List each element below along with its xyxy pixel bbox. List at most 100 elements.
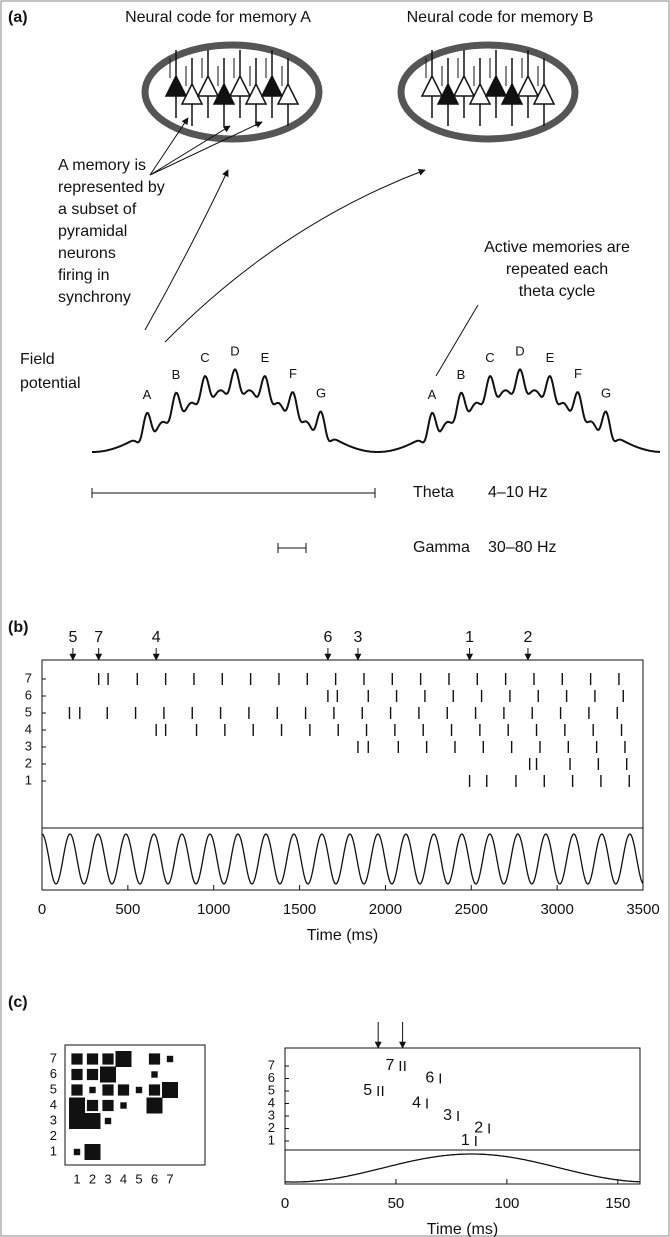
x-tick-label: 2 [89,1171,96,1186]
weight-square [162,1082,178,1098]
weight-square [84,1144,101,1160]
weight-square [102,1084,114,1096]
weight-square [104,1117,112,1125]
x-tick-label: 3 [104,1171,111,1186]
y-tick-label: 6 [25,687,32,702]
cue-label: 5 [68,629,77,646]
weight-square [73,1148,81,1156]
peak-label: G [601,386,611,401]
annotation: Active memories are [484,239,630,256]
spike-label: 2 [474,1120,483,1137]
y-tick-label: 1 [25,772,32,787]
x-tick-label: 100 [494,1195,519,1212]
x-tick-label: 3500 [626,901,659,918]
x-tick-label: 150 [605,1195,630,1212]
panel-label: (b) [8,619,28,636]
matrix-frame [64,1044,206,1166]
neuron [164,74,188,97]
neuron [500,82,524,105]
pointer [435,304,479,377]
x-tick-label: 7 [166,1171,173,1186]
x-tick-label: 2000 [369,901,402,918]
x-tick-label: 4 [120,1171,127,1186]
x-tick-label: 1000 [197,901,230,918]
y-tick-label: 6 [268,1070,275,1085]
neuron [452,74,476,97]
weight-square [102,1099,114,1112]
weight-square [148,1084,161,1096]
annotation: theta cycle [519,283,596,300]
y-tick-label: 7 [50,1050,57,1065]
field-label: Field [20,351,55,368]
panel-label: (c) [8,994,28,1011]
x-axis-label: Time (ms) [307,927,378,944]
y-tick-label: 3 [25,738,32,753]
theta-wave [284,1153,640,1183]
neuron [516,74,540,97]
x-tick-label: 0 [38,901,46,918]
x-tick-label: 3000 [540,901,573,918]
spike-label: 3 [443,1107,452,1124]
weight-square [120,1102,127,1109]
weight-square [86,1099,99,1112]
x-tick-label: 0 [281,1195,289,1212]
code-title: Neural code for memory B [407,9,594,26]
weight-square [102,1053,114,1065]
panel-label: (a) [8,9,28,26]
peak-label: E [261,350,270,365]
x-axis-label: Time (ms) [427,1221,498,1237]
annotation: represented by [58,179,165,196]
cue-label: 6 [323,629,332,646]
weight-square [71,1084,83,1096]
scale-name: Theta [413,484,454,501]
theta-wave [41,833,644,885]
y-tick-label: 3 [50,1112,57,1127]
pointer [149,117,189,176]
neuron [244,82,268,105]
plot-frame [41,659,644,891]
annotation: neurons [58,245,116,262]
y-tick-label: 3 [268,1107,275,1122]
weight-square [166,1055,174,1063]
peak-label: F [574,366,582,381]
x-tick-label: 6 [151,1171,158,1186]
peak-label: B [172,367,181,382]
spike-label: 6 [425,1070,434,1087]
weight-square [117,1084,130,1096]
y-tick-label: 7 [25,670,32,685]
peak-label: A [428,387,437,402]
weight-square [71,1053,83,1065]
y-tick-label: 4 [25,721,32,736]
y-tick-label: 6 [50,1066,57,1081]
neuron [212,82,236,105]
y-tick-label: 2 [50,1128,57,1143]
y-tick-label: 4 [50,1097,57,1112]
scale-name: Gamma [413,539,470,556]
neuron [532,82,556,105]
y-tick-label: 5 [25,704,32,719]
weight-square [69,1097,85,1114]
pointer [149,121,263,176]
neuron [276,82,300,105]
neuron [196,74,220,97]
spike-label: 4 [412,1095,421,1112]
peak-label: B [457,367,466,382]
pointer [149,125,231,176]
neuron [484,74,508,97]
y-tick-label: 5 [268,1082,275,1097]
y-tick-label: 2 [25,755,32,770]
weight-square [71,1068,83,1081]
weight-square [86,1068,99,1081]
cue-label: 1 [465,629,474,646]
x-tick-label: 5 [135,1171,142,1186]
weight-square [135,1086,143,1094]
y-tick-label: 4 [268,1095,275,1110]
cue-label: 7 [94,629,103,646]
weight-square [86,1053,99,1065]
weight-square [148,1053,161,1065]
weight-square [84,1113,101,1129]
pointer [164,168,426,343]
annotation: pyramidal [58,223,127,240]
